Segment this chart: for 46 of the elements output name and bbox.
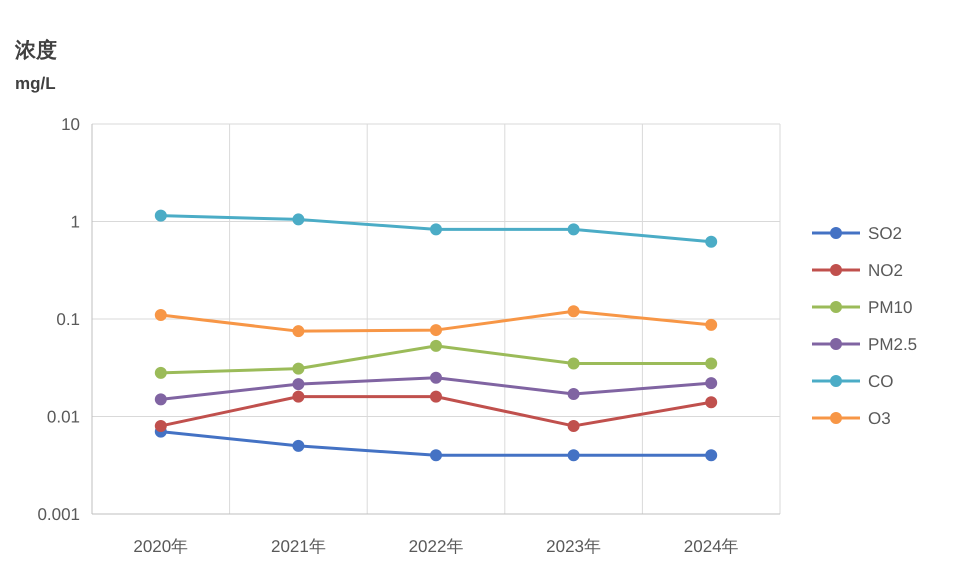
x-tick-label: 2020年 bbox=[133, 537, 188, 556]
y-tick-label: 10 bbox=[61, 115, 80, 134]
y-axis-title: 浓度 mg/L bbox=[14, 38, 57, 93]
point bbox=[430, 449, 442, 462]
point bbox=[154, 393, 167, 406]
x-tick-label: 2023年 bbox=[546, 537, 602, 556]
point bbox=[292, 390, 304, 403]
point bbox=[292, 378, 304, 390]
point bbox=[154, 210, 167, 222]
point bbox=[705, 377, 718, 390]
point bbox=[568, 223, 580, 236]
legend-label: PM2.5 bbox=[868, 335, 918, 354]
y-tick-label: 0.01 bbox=[46, 408, 80, 426]
point bbox=[568, 449, 580, 462]
point bbox=[430, 340, 442, 352]
point bbox=[568, 357, 580, 370]
point bbox=[568, 305, 580, 318]
x-tick-label: 2022年 bbox=[408, 537, 464, 556]
x-tick-label: 2024年 bbox=[684, 537, 739, 556]
legend-label: SO2 bbox=[868, 224, 902, 243]
point bbox=[705, 318, 718, 331]
point bbox=[154, 366, 167, 379]
point bbox=[705, 357, 718, 370]
point bbox=[430, 390, 442, 403]
point bbox=[154, 420, 167, 432]
point bbox=[292, 325, 304, 338]
legend-label: CO bbox=[868, 372, 894, 391]
legend-label: O3 bbox=[868, 409, 891, 428]
point bbox=[292, 213, 304, 226]
y-tick-label: 1 bbox=[70, 212, 80, 232]
point bbox=[705, 449, 718, 462]
point bbox=[292, 362, 304, 375]
point bbox=[430, 324, 442, 336]
point bbox=[705, 236, 718, 248]
x-tick-label: 2021年 bbox=[270, 537, 326, 556]
y-tick-label: 0.1 bbox=[56, 310, 80, 329]
point bbox=[292, 440, 304, 452]
point bbox=[568, 420, 580, 432]
point bbox=[568, 388, 580, 400]
point bbox=[430, 372, 442, 384]
point bbox=[430, 223, 442, 236]
point bbox=[154, 308, 167, 321]
legend-label: NO2 bbox=[868, 261, 903, 280]
point bbox=[705, 396, 718, 408]
y-tick-label: 0.001 bbox=[37, 505, 80, 524]
legend-label: PM10 bbox=[868, 298, 912, 317]
